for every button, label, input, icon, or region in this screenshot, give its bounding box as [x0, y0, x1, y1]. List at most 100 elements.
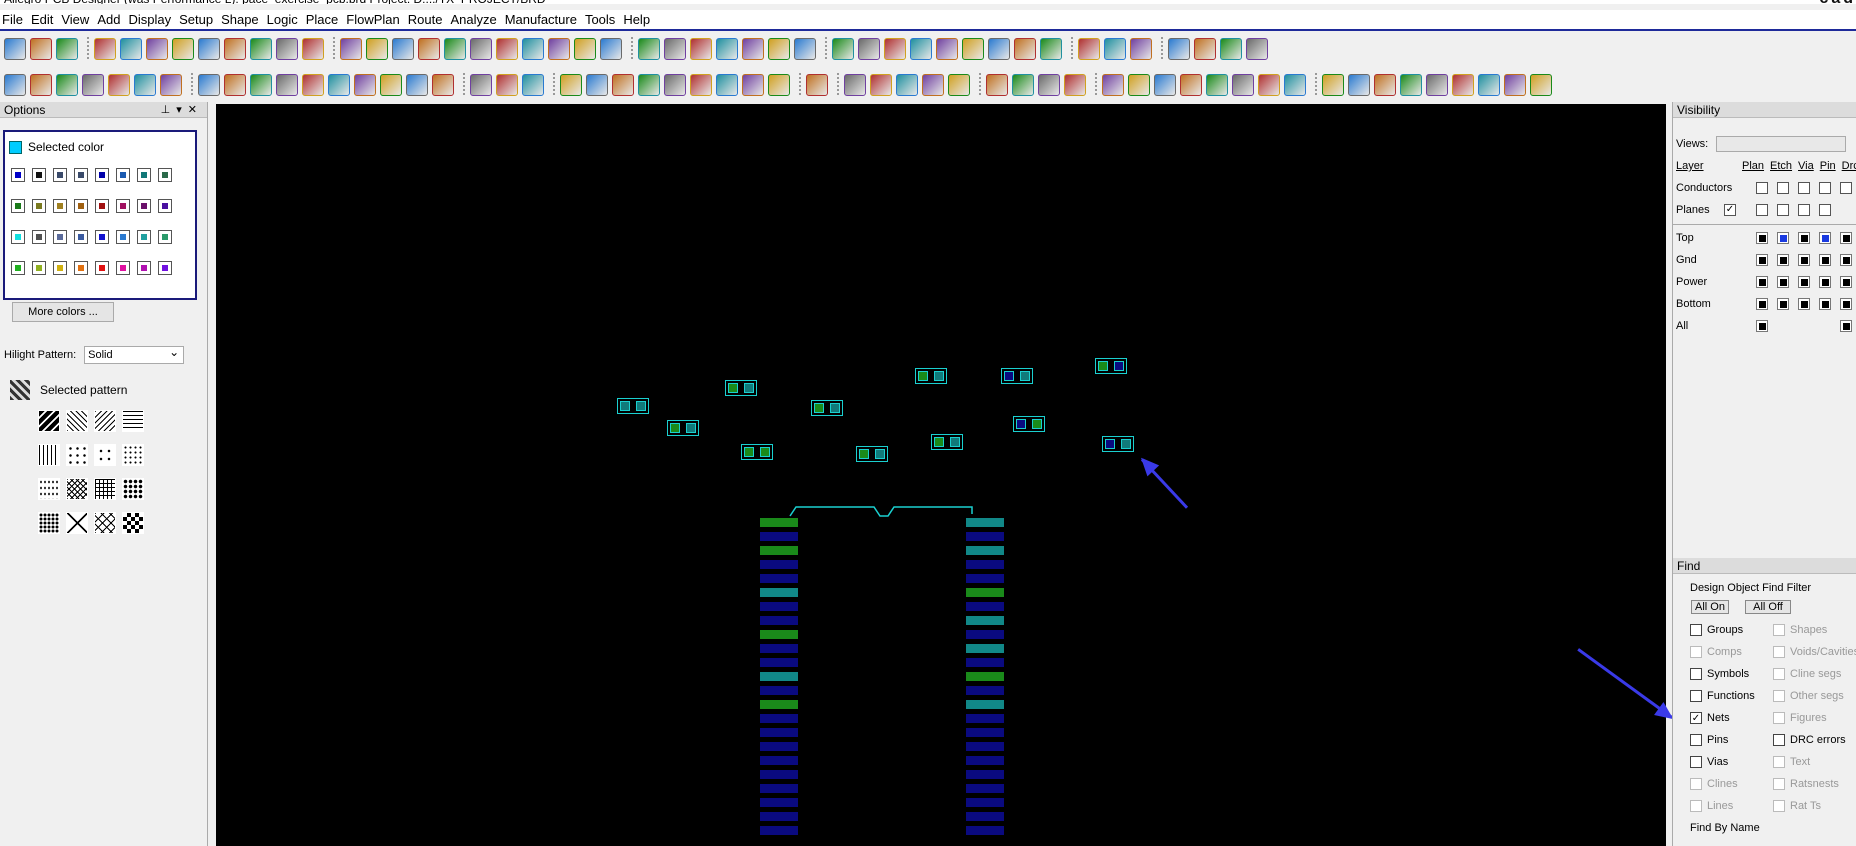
fan2-icon[interactable] [1348, 74, 1370, 96]
find-filter-other-segs[interactable]: Other segs [1773, 690, 1844, 702]
pad5-icon[interactable] [108, 74, 130, 96]
pattern-swatch[interactable] [66, 478, 88, 500]
find-filter-text[interactable]: Text [1773, 756, 1810, 768]
shape7-icon[interactable] [380, 74, 402, 96]
color-swatch[interactable] [116, 261, 130, 275]
route8-icon[interactable] [1284, 74, 1306, 96]
ic-pin-pad[interactable] [760, 784, 798, 793]
route4-icon[interactable] [1180, 74, 1202, 96]
color-swatch[interactable] [158, 168, 172, 182]
ic-pin-pad[interactable] [760, 574, 798, 583]
ic-pin-pad[interactable] [760, 560, 798, 569]
menu-shape[interactable]: Shape [221, 12, 259, 27]
checkbox[interactable] [1819, 204, 1831, 216]
bus-icon[interactable] [1130, 38, 1152, 60]
find-filter-nets[interactable]: ✓ Nets [1690, 712, 1730, 724]
matrix-icon[interactable] [716, 74, 738, 96]
grid2-icon[interactable] [366, 38, 388, 60]
window-icon[interactable] [794, 38, 816, 60]
ic-pin-pad[interactable] [760, 658, 798, 667]
checkbox[interactable] [1756, 182, 1768, 194]
find-filter-comps[interactable]: Comps [1690, 646, 1742, 658]
layer-color[interactable] [1798, 232, 1810, 244]
checkbox[interactable] [1690, 756, 1702, 768]
ic-pin-pad[interactable] [966, 560, 1004, 569]
fan8-icon[interactable] [1504, 74, 1526, 96]
fan9-icon[interactable] [1530, 74, 1552, 96]
zoom-world-icon[interactable] [522, 38, 544, 60]
pad4-icon[interactable] [82, 74, 104, 96]
design-canvas[interactable] [216, 104, 1666, 846]
fan3-icon[interactable] [1374, 74, 1396, 96]
color-swatch[interactable] [74, 230, 88, 244]
color-swatch[interactable] [137, 168, 151, 182]
color-swatch[interactable] [11, 168, 25, 182]
ic-pin-pad[interactable] [760, 644, 798, 653]
flip-icon[interactable] [600, 38, 622, 60]
color-swatch[interactable] [32, 199, 46, 213]
camera-icon[interactable] [638, 74, 660, 96]
brush-icon[interactable] [910, 38, 932, 60]
layer-color[interactable] [1798, 276, 1810, 288]
component-footprint[interactable] [617, 398, 649, 414]
color-swatch[interactable] [53, 230, 67, 244]
color-swatch[interactable] [53, 168, 67, 182]
color-swatch[interactable] [158, 230, 172, 244]
fan4-icon[interactable] [1400, 74, 1422, 96]
views-select[interactable] [1716, 136, 1847, 152]
refresh-icon[interactable] [548, 38, 570, 60]
edit-icon[interactable] [1246, 38, 1268, 60]
layer-color[interactable] [1756, 232, 1768, 244]
zoom-fit-icon[interactable] [470, 38, 492, 60]
find-filter-clines[interactable]: Clines [1690, 778, 1738, 790]
ic-pin-pad[interactable] [966, 574, 1004, 583]
layer-color[interactable] [1840, 276, 1852, 288]
line-icon[interactable] [1168, 38, 1190, 60]
book5-icon[interactable] [948, 74, 970, 96]
fan5-icon[interactable] [1426, 74, 1448, 96]
color-swatch[interactable] [32, 168, 46, 182]
label-123-icon[interactable] [884, 38, 906, 60]
menu-flowplan[interactable]: FlowPlan [346, 12, 400, 27]
open-icon[interactable] [30, 38, 52, 60]
undo-icon[interactable] [172, 38, 194, 60]
shape3-icon[interactable] [276, 74, 298, 96]
ic-pin-pad[interactable] [966, 588, 1004, 597]
ic-pin-pad[interactable] [966, 700, 1004, 709]
checkbox[interactable] [1690, 690, 1702, 702]
color-swatch[interactable] [137, 230, 151, 244]
delete-icon[interactable] [146, 38, 168, 60]
layer-color[interactable] [1840, 232, 1852, 244]
ic-pin-pad[interactable] [966, 686, 1004, 695]
odb-icon[interactable] [560, 74, 582, 96]
ic-pin-pad[interactable] [966, 546, 1004, 555]
ic-pin-pad[interactable] [760, 672, 798, 681]
panel-controls-icon[interactable]: ⊥▾✕ [160, 104, 203, 116]
selected-color-swatch[interactable] [9, 140, 22, 154]
pattern-swatch[interactable] [94, 410, 116, 432]
pattern-swatch[interactable] [38, 444, 60, 466]
pad7-icon[interactable] [160, 74, 182, 96]
find-filter-cline-segs[interactable]: Cline segs [1773, 668, 1841, 680]
checkbox[interactable] [1819, 182, 1831, 194]
ic-pin-pad[interactable] [966, 672, 1004, 681]
layer-color[interactable] [1756, 298, 1768, 310]
ic-pin-pad[interactable] [966, 616, 1004, 625]
more-colors-button[interactable]: More colors ... [12, 302, 114, 322]
layer-color[interactable] [1756, 254, 1768, 266]
find-filter-rat-ts[interactable]: Rat Ts [1773, 800, 1821, 812]
find-filter-pins[interactable]: Pins [1690, 734, 1728, 746]
menu-analyze[interactable]: Analyze [450, 12, 497, 27]
layer-color[interactable] [1840, 254, 1852, 266]
checkbox[interactable] [1690, 624, 1702, 636]
color-swatch[interactable] [74, 261, 88, 275]
find-filter-ratsnests[interactable]: Ratsnests [1773, 778, 1839, 790]
layer-color[interactable] [1777, 298, 1789, 310]
shape8-icon[interactable] [406, 74, 428, 96]
zoom-in-icon[interactable] [418, 38, 440, 60]
color-swatch[interactable] [95, 199, 109, 213]
refdes-icon[interactable] [664, 74, 686, 96]
selected-pattern-swatch[interactable] [10, 380, 30, 400]
color-swatch[interactable] [158, 199, 172, 213]
wave-icon[interactable] [806, 74, 828, 96]
